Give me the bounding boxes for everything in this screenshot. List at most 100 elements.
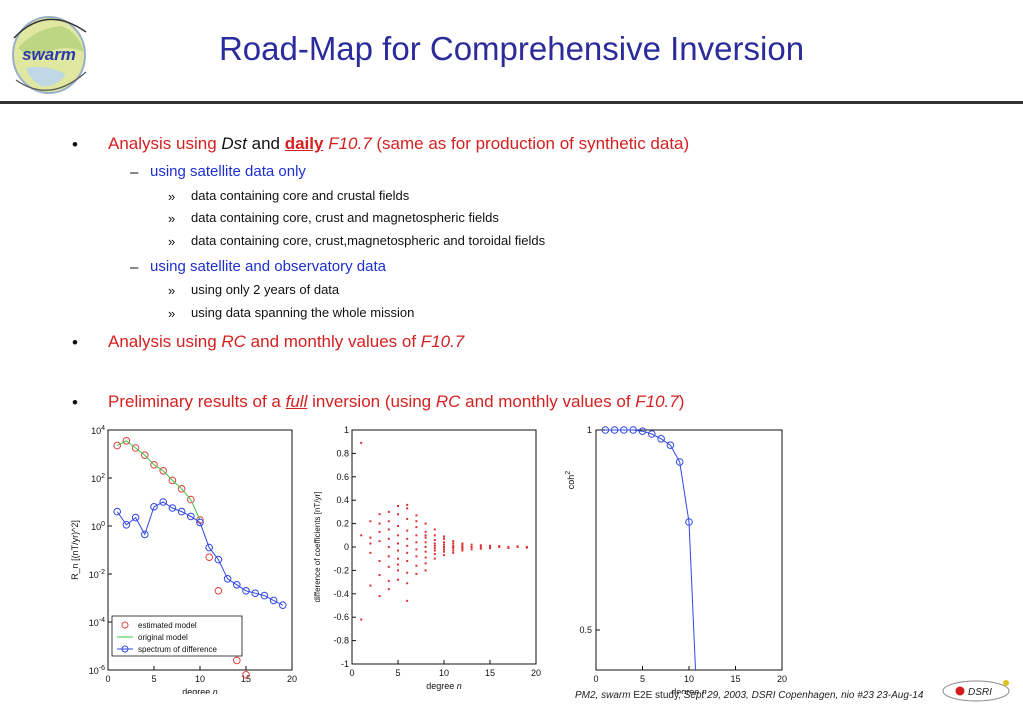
text-fragment: and bbox=[246, 134, 285, 153]
data-point bbox=[461, 547, 464, 550]
data-point bbox=[433, 528, 436, 531]
text-fragment: Analysis using bbox=[108, 332, 222, 351]
data-point bbox=[433, 534, 436, 537]
f107-term: F10.7 bbox=[420, 332, 465, 351]
text-fragment: Analysis using bbox=[108, 134, 222, 153]
data-point bbox=[397, 513, 399, 516]
coefficient-difference-chart: 0 5 10 15 20 -1 -0.8 -0.6 -0.4 -0.2 0 0.2 0.4 0.6 0.8 1… bbox=[313, 425, 541, 691]
data-point bbox=[387, 579, 390, 582]
text-fragment: inversion (using bbox=[307, 392, 436, 411]
data-point bbox=[369, 536, 372, 539]
data-point bbox=[489, 544, 491, 547]
data-point bbox=[397, 563, 399, 566]
y-tick-label: 0.5 bbox=[579, 625, 592, 635]
data-point bbox=[415, 555, 418, 558]
data-point bbox=[387, 565, 390, 568]
data-point bbox=[452, 551, 455, 554]
data-point bbox=[415, 514, 418, 517]
series-line bbox=[116, 501, 284, 606]
text-fragment: swarm bbox=[601, 690, 631, 701]
y-tick-label: -0.6 bbox=[333, 612, 349, 622]
data-point bbox=[610, 426, 619, 434]
data-point bbox=[113, 507, 122, 516]
f107-term: F10.7 bbox=[328, 134, 372, 153]
list-item: using data spanning the whole mission bbox=[191, 305, 415, 320]
data-point bbox=[415, 548, 418, 551]
text-fragment: ) bbox=[678, 392, 685, 411]
data-point bbox=[387, 546, 390, 548]
data-point bbox=[424, 546, 427, 548]
data-point bbox=[452, 540, 455, 543]
data-point bbox=[657, 435, 665, 443]
data-point bbox=[131, 513, 140, 522]
data-point bbox=[415, 520, 418, 523]
rc-term: RC bbox=[435, 392, 461, 411]
data-point bbox=[461, 549, 464, 552]
data-point bbox=[187, 512, 195, 521]
legend-box bbox=[111, 615, 243, 657]
x-tick-label: 5 bbox=[640, 674, 645, 684]
data-point bbox=[424, 536, 427, 539]
data-point bbox=[397, 549, 399, 552]
data-point bbox=[489, 546, 491, 548]
data-point bbox=[507, 546, 510, 549]
data-point bbox=[406, 537, 409, 540]
data-point bbox=[479, 547, 482, 550]
data-point bbox=[470, 546, 473, 548]
data-point bbox=[168, 476, 177, 485]
sub-bullet-satellite-only: using satellite data only bbox=[150, 163, 306, 180]
x-axis-label: degree n bbox=[426, 681, 462, 691]
data-point bbox=[452, 546, 455, 548]
data-point bbox=[397, 542, 399, 545]
data-point bbox=[479, 544, 482, 547]
data-point bbox=[387, 555, 390, 558]
data-point bbox=[260, 591, 269, 600]
data-point bbox=[620, 426, 628, 434]
data-point bbox=[424, 562, 427, 565]
data-point bbox=[424, 569, 427, 572]
y-tick-label: 0.4 bbox=[336, 495, 349, 505]
list-item: data containing core and crustal fields bbox=[191, 188, 410, 203]
data-point bbox=[131, 444, 140, 452]
bullet-marker: • bbox=[72, 393, 78, 412]
x-axis-label: degree n bbox=[671, 687, 707, 694]
y-tick-label: 104 bbox=[91, 425, 105, 436]
data-point bbox=[406, 503, 409, 506]
y-tick-label: 0.6 bbox=[336, 472, 349, 482]
data-point bbox=[397, 505, 399, 508]
data-point bbox=[150, 503, 158, 511]
data-point bbox=[223, 575, 232, 583]
data-point bbox=[406, 599, 409, 602]
x-tick-label: 5 bbox=[151, 674, 156, 684]
data-point bbox=[415, 572, 418, 575]
full-term: full bbox=[285, 392, 308, 411]
y-tick-label: 0.8 bbox=[336, 448, 349, 458]
data-point bbox=[415, 541, 418, 544]
y-tick-label: -1 bbox=[341, 659, 349, 669]
text-fragment: Preliminary results of a bbox=[108, 392, 286, 411]
x-axis-label: degree n bbox=[182, 687, 218, 694]
data-point bbox=[433, 544, 436, 547]
data-point bbox=[397, 534, 399, 537]
data-point bbox=[378, 540, 381, 543]
data-point bbox=[279, 601, 287, 609]
data-point bbox=[397, 557, 399, 560]
globe-logo-icon bbox=[12, 16, 87, 94]
data-point bbox=[424, 530, 427, 533]
data-point bbox=[479, 546, 482, 548]
title-divider bbox=[0, 101, 1023, 104]
data-point bbox=[397, 578, 399, 581]
data-point bbox=[378, 595, 381, 598]
data-point bbox=[406, 517, 409, 520]
x-tick-label: 10 bbox=[195, 674, 205, 684]
dsri-dot-icon bbox=[955, 686, 965, 696]
data-point bbox=[443, 541, 445, 544]
data-point bbox=[424, 522, 427, 525]
y-tick-label: 102 bbox=[91, 473, 105, 484]
data-point bbox=[406, 560, 409, 563]
list-item: using only 2 years of data bbox=[191, 282, 340, 297]
data-point bbox=[498, 545, 501, 548]
sub-bullet-marker: – bbox=[130, 164, 139, 181]
data-point bbox=[168, 504, 177, 512]
data-point bbox=[141, 451, 149, 460]
